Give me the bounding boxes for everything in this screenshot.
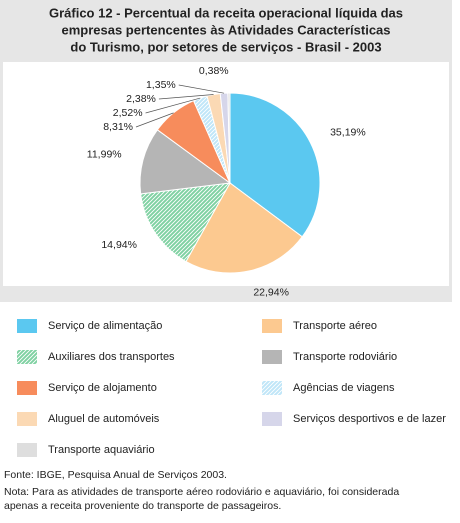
- legend-swatch: [17, 381, 37, 395]
- legend-label: Serviço de alimentação: [48, 320, 162, 332]
- legend-label: Transporte aéreo: [293, 320, 377, 332]
- pie-slice: [227, 92, 231, 184]
- footnote: apenas a receita proveniente do transpor…: [4, 500, 281, 512]
- legend-swatch: [17, 350, 37, 364]
- data-label: 14,94%: [101, 239, 137, 251]
- data-label: 2,52%: [113, 107, 143, 119]
- legend-swatch: [17, 412, 37, 426]
- chart-title: empresas pertencentes às Atividades Cara…: [61, 22, 390, 37]
- pie-slice: [139, 129, 232, 195]
- chart-title: do Turismo, por setores de serviços - Br…: [70, 39, 381, 54]
- source-note: Fonte: IBGE, Pesquisa Anual de Serviços …: [4, 469, 227, 481]
- pie-slice: [229, 92, 321, 238]
- leader-line: [145, 97, 201, 114]
- leader-line: [178, 84, 225, 94]
- footnote: Nota: Para as atividades de transporte a…: [4, 486, 399, 498]
- data-label: 1,35%: [146, 79, 176, 91]
- legend-swatch: [262, 381, 282, 395]
- chart-title: Gráfico 12 - Percentual da receita opera…: [49, 5, 403, 20]
- pie-slice: [185, 182, 303, 274]
- legend-swatch: [17, 443, 37, 457]
- leader-line: [135, 112, 174, 128]
- data-label: 8,31%: [103, 121, 133, 133]
- legend-label: Auxiliares dos transportes: [48, 351, 175, 363]
- data-label: 22,94%: [253, 286, 289, 298]
- legend-label: Serviços desportivos e de lazer: [293, 413, 446, 425]
- leader-line: [158, 94, 214, 100]
- data-label: 0,38%: [199, 65, 229, 77]
- legend-swatch: [262, 350, 282, 364]
- legend-swatch: [262, 412, 282, 426]
- legend-label: Agências de viagens: [293, 382, 395, 394]
- data-label: 2,38%: [126, 93, 156, 105]
- data-label: 35,19%: [330, 127, 366, 139]
- legend-label: Serviço de alojamento: [48, 382, 157, 394]
- legend-label: Aluguel de automóveis: [48, 413, 160, 425]
- legend-label: Transporte rodoviário: [293, 351, 397, 363]
- legend-swatch: [262, 319, 282, 333]
- legend-label: Transporte aquaviário: [48, 444, 155, 456]
- legend-swatch: [17, 319, 37, 333]
- data-label: 11,99%: [87, 148, 122, 160]
- pie-slice: [140, 182, 231, 263]
